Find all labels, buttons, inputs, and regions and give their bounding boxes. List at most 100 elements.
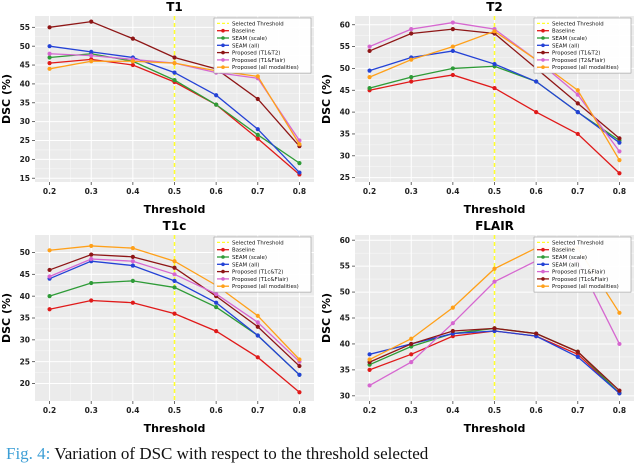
legend-marker [541, 277, 545, 281]
y-tick-label: 40 [20, 80, 30, 89]
x-tick-label: 0.6 [529, 187, 542, 196]
data-point [89, 49, 94, 54]
legend-marker [221, 28, 225, 33]
data-point [89, 19, 94, 24]
legend-marker [541, 262, 545, 267]
data-point [450, 66, 455, 71]
x-axis-label: Threshold [144, 203, 206, 216]
data-point [575, 110, 580, 115]
x-tick-label: 0.3 [405, 406, 418, 415]
data-point [409, 359, 414, 365]
y-tick-label: 40 [20, 292, 30, 301]
y-tick-label: 25 [20, 136, 30, 145]
data-point [534, 110, 539, 115]
legend-marker [221, 58, 225, 62]
data-point [297, 170, 302, 175]
x-tick-label: 0.7 [251, 406, 264, 415]
data-point [255, 74, 260, 79]
x-tick-label: 0.5 [488, 187, 501, 196]
data-point [172, 311, 177, 316]
data-point [297, 390, 302, 395]
legend-marker [541, 50, 545, 55]
data-point [47, 61, 52, 66]
y-axis-label: DSC (%) [321, 293, 333, 343]
legend-marker [541, 255, 545, 259]
legend-label: Proposed (all modalities) [232, 65, 299, 71]
data-point [255, 132, 260, 137]
legend-marker [221, 277, 225, 281]
data-point [130, 278, 135, 283]
legend-marker [221, 255, 225, 259]
charts-grid: 0.2 0.3 0.4 0.5 0.6 0.7 0.8 15 20 25 30 35 40 45 50 55 T… [0, 0, 634, 438]
x-tick-label: 0.6 [529, 406, 542, 415]
chart-t1-svg: 0.2 0.3 0.4 0.5 0.6 0.7 0.8 15 20 25 30 35 40 45 50 55 T… [1, 0, 314, 216]
legend-label: Proposed (T1c&Flair) [232, 277, 288, 283]
legend-marker [221, 247, 225, 252]
data-point [367, 367, 372, 372]
x-tick-label: 0.2 [363, 406, 376, 415]
data-point [575, 101, 580, 106]
legend-label: Baseline [232, 29, 256, 35]
data-point [172, 265, 177, 270]
data-point [409, 75, 414, 80]
legend-marker [541, 284, 545, 288]
y-tick-label: 45 [340, 86, 350, 95]
data-point [409, 57, 414, 62]
x-tick-label: 0.8 [293, 406, 306, 415]
data-point [297, 372, 302, 377]
legend-marker [541, 36, 545, 40]
data-point [255, 127, 260, 132]
x-tick-label: 0.3 [85, 406, 98, 415]
chart-t1: 0.2 0.3 0.4 0.5 0.6 0.7 0.8 15 20 25 30 35 40 45 50 55 T… [0, 0, 320, 219]
chart-title: T2 [486, 0, 503, 14]
x-axis-label: Threshold [464, 203, 526, 216]
data-point [450, 321, 455, 326]
data-point [450, 20, 455, 25]
data-point [492, 85, 497, 91]
x-tick-label: 0.6 [209, 406, 222, 415]
data-point [130, 254, 135, 259]
data-point [492, 326, 497, 331]
legend-marker [221, 36, 225, 40]
data-point [409, 352, 414, 357]
legend-label: Proposed (T1c&Flair) [552, 277, 608, 283]
y-tick-label: 30 [20, 335, 30, 344]
figure-label: Fig. 4: [6, 444, 51, 463]
legend-marker [541, 247, 545, 252]
chart-t1c-svg: 0.2 0.3 0.4 0.5 0.6 0.7 0.8 20 25 30 35 40 45 50 T1c Th… [1, 219, 314, 435]
data-point [575, 354, 580, 360]
data-point [214, 102, 219, 107]
data-point [89, 243, 94, 249]
x-tick-label: 0.7 [571, 406, 584, 415]
data-point [367, 357, 372, 362]
y-tick-label: 15 [20, 174, 30, 183]
data-point [172, 78, 177, 83]
x-tick-label: 0.7 [251, 187, 264, 196]
legend-label: Proposed (all modalities) [232, 284, 299, 290]
data-point [47, 274, 52, 279]
data-point [47, 248, 52, 253]
data-point [297, 161, 302, 166]
legend-label: Selected Threshold [232, 21, 284, 27]
data-point [89, 256, 94, 262]
data-point [255, 313, 260, 318]
y-tick-label: 20 [20, 155, 30, 164]
legend-label: Proposed (all modalities) [552, 65, 619, 71]
data-point [492, 279, 497, 284]
data-point [534, 331, 539, 336]
data-point [172, 70, 177, 75]
x-tick-label: 0.5 [488, 406, 501, 415]
y-axis-label: DSC (%) [1, 293, 13, 343]
caption-text: Variation of DSC with respect to the thr… [50, 444, 429, 463]
legend-label: SEAM (scale) [552, 36, 587, 42]
data-point [255, 136, 260, 141]
data-point [534, 79, 539, 84]
chart-title: T1 [166, 0, 183, 14]
data-point [367, 75, 372, 80]
data-point [617, 310, 622, 315]
data-point [492, 61, 497, 67]
chart-t1c: 0.2 0.3 0.4 0.5 0.6 0.7 0.8 20 25 30 35 40 45 50 T1c Th… [0, 219, 320, 438]
x-tick-label: 0.4 [126, 406, 139, 415]
legend-box [213, 17, 312, 74]
x-axis-label: Threshold [144, 422, 206, 435]
